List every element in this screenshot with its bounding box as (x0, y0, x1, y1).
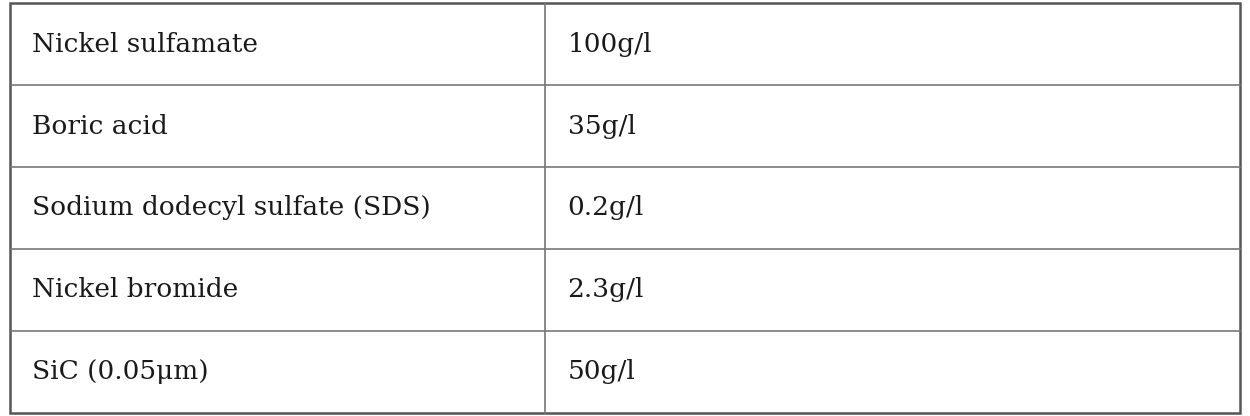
Text: 50g/l: 50g/l (568, 359, 635, 384)
Text: 100g/l: 100g/l (568, 32, 652, 57)
Text: 35g/l: 35g/l (568, 114, 635, 139)
Text: 2.3g/l: 2.3g/l (568, 277, 644, 302)
Text: SiC (0.05μm): SiC (0.05μm) (32, 359, 209, 384)
Text: Sodium dodecyl sulfate (SDS): Sodium dodecyl sulfate (SDS) (32, 196, 431, 220)
Text: Nickel sulfamate: Nickel sulfamate (32, 32, 259, 57)
Text: Nickel bromide: Nickel bromide (32, 277, 239, 302)
Text: Boric acid: Boric acid (32, 114, 169, 139)
Text: 0.2g/l: 0.2g/l (568, 196, 644, 220)
